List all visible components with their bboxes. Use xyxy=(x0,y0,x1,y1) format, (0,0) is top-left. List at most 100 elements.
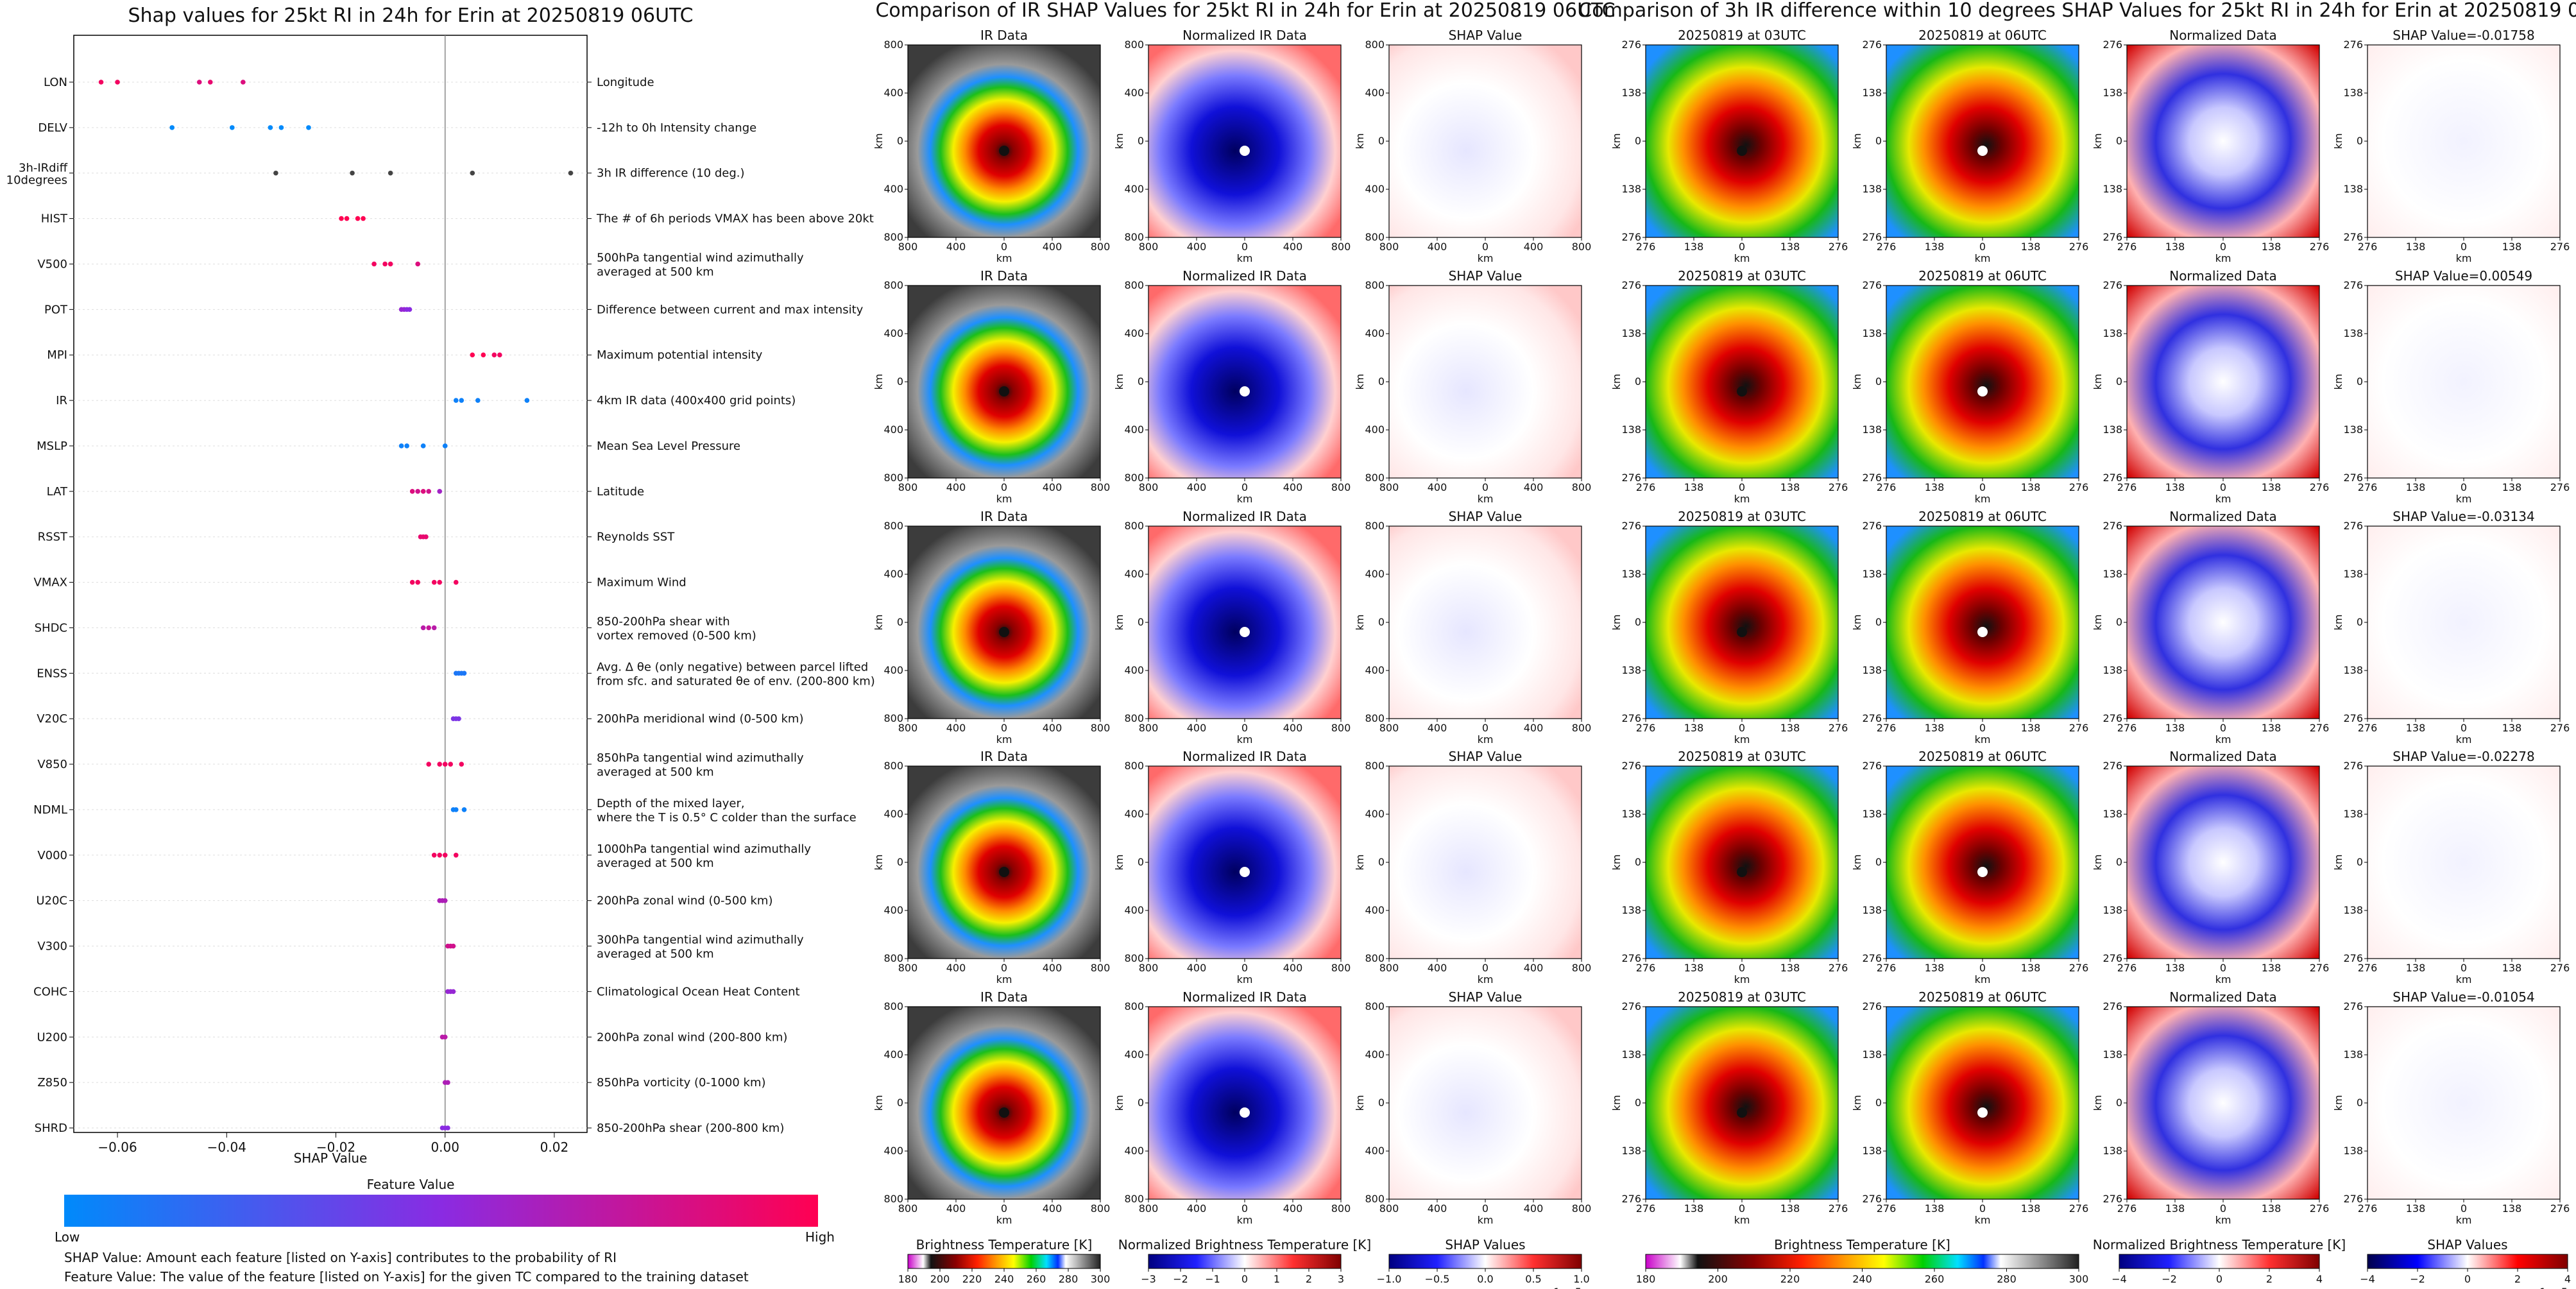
colorbar-tick-label: 2 xyxy=(1306,1273,1312,1285)
y-tick-label: 276 xyxy=(2343,712,2363,724)
map-image xyxy=(1886,45,2079,237)
shap-point xyxy=(442,443,448,448)
y-tick-label: 800 xyxy=(1124,952,1144,964)
x-tick-label: 400 xyxy=(1283,722,1303,734)
y-tick-label: 400 xyxy=(883,664,903,676)
x-axis-label: km xyxy=(2215,1214,2231,1226)
y-tick-label: 276 xyxy=(1862,1193,1882,1205)
x-tick-label: 138 xyxy=(1925,481,1945,493)
x-tick-label: 400 xyxy=(1187,241,1207,253)
x-tick-label: 138 xyxy=(1780,241,1800,253)
x-tick-label: 276 xyxy=(2550,241,2570,253)
map-image xyxy=(908,526,1100,719)
y-tick-label: 0 xyxy=(1378,135,1385,147)
x-axis-label: km xyxy=(1975,493,1991,505)
x-tick-label: 138 xyxy=(2021,1202,2041,1215)
shap-point xyxy=(409,489,415,494)
y-axis-label: km xyxy=(1610,1095,1623,1111)
x-tick-label: 800 xyxy=(1331,241,1351,253)
colorbar-tick-label: 2 xyxy=(2266,1273,2273,1285)
x-axis-label: km xyxy=(1478,1214,1494,1226)
x-axis-label: km xyxy=(996,493,1012,505)
y-axis-label: km xyxy=(2332,374,2344,390)
shap-point xyxy=(420,443,426,448)
x-tick-label: −0.06 xyxy=(98,1140,137,1155)
y-tick-label: 800 xyxy=(1124,38,1144,51)
x-tick-label: 138 xyxy=(2021,722,2041,734)
map-image xyxy=(2127,1007,2319,1199)
y-axis-label: km xyxy=(2092,855,2104,871)
colorbar-tick-label: 240 xyxy=(1852,1273,1872,1285)
x-tick-label: 276 xyxy=(2117,962,2137,974)
feature-description-line2: vortex removed (0-500 km) xyxy=(597,629,756,642)
y-tick-label: 138 xyxy=(1862,568,1882,580)
x-tick-label: 276 xyxy=(2117,1202,2137,1215)
x-tick-label: 800 xyxy=(1572,1202,1592,1215)
x-tick-label: 276 xyxy=(2117,722,2137,734)
panel-title: 20250819 at 03UTC xyxy=(1678,509,1806,524)
x-tick-label: 138 xyxy=(2262,241,2282,253)
y-tick-label: 276 xyxy=(1621,520,1641,532)
y-axis-label: km xyxy=(1851,855,1863,871)
x-tick-label: 0 xyxy=(1001,722,1007,734)
y-tick-label: 138 xyxy=(1862,423,1882,436)
y-tick-label: 0 xyxy=(1378,375,1385,388)
x-tick-label: 138 xyxy=(2406,241,2426,253)
y-axis-label: km xyxy=(1610,855,1623,871)
feature-description: Reynolds SST xyxy=(597,531,675,544)
y-tick-label: 276 xyxy=(2343,520,2363,532)
shap-point xyxy=(409,579,415,585)
y-axis-label: km xyxy=(1354,1095,1366,1111)
map-image xyxy=(1886,766,2079,959)
panel-title: 20250819 at 06UTC xyxy=(1918,509,2047,524)
x-axis-label: km xyxy=(1237,1214,1253,1226)
y-tick-label: 138 xyxy=(2343,327,2363,339)
x-tick-label: 800 xyxy=(1572,722,1592,734)
x-tick-label: 138 xyxy=(2502,1202,2522,1215)
x-tick-label: 0 xyxy=(1979,241,1986,253)
y-tick-label: 0 xyxy=(2357,375,2363,388)
y-tick-label: 138 xyxy=(1621,664,1641,676)
x-tick-label: 276 xyxy=(1829,481,1848,493)
x-tick-label: 276 xyxy=(2069,1202,2089,1215)
x-tick-label: 0 xyxy=(1482,241,1488,253)
y-tick-label: 276 xyxy=(2103,520,2122,532)
y-tick-label: 400 xyxy=(1365,664,1385,676)
y-tick-label: 276 xyxy=(2103,472,2122,484)
panel-title: IR Data xyxy=(980,989,1028,1005)
y-tick-label: 138 xyxy=(1621,327,1641,339)
y-tick-label: 0 xyxy=(2116,1097,2122,1109)
footnote-feature: Feature Value: The value of the feature … xyxy=(64,1269,749,1285)
y-tick-label: 138 xyxy=(1862,183,1882,195)
x-tick-label: 400 xyxy=(1187,722,1207,734)
x-tick-label: 400 xyxy=(1283,481,1303,493)
colorbar-offset: 1e−5 xyxy=(1553,1286,1582,1289)
x-axis-label: km xyxy=(996,973,1012,986)
map-image xyxy=(908,286,1100,478)
x-axis-label: km xyxy=(1975,733,1991,746)
x-tick-label: 800 xyxy=(1331,722,1351,734)
shap-point xyxy=(415,489,420,494)
x-axis-label: km xyxy=(2456,1214,2472,1226)
x-axis-label: km xyxy=(1734,252,1750,264)
colorbar-offset: 1e−5 xyxy=(2539,1286,2568,1289)
feature-label: IR xyxy=(56,394,67,407)
shap-point xyxy=(431,852,437,858)
colorbar-tick-label: 220 xyxy=(1780,1273,1800,1285)
colorbar-tick-label: −1 xyxy=(1205,1273,1220,1285)
x-tick-label: 0 xyxy=(1001,481,1007,493)
y-tick-label: 800 xyxy=(1124,1000,1144,1012)
y-tick-label: 276 xyxy=(1621,231,1641,243)
x-tick-label: 400 xyxy=(1187,1202,1207,1215)
y-tick-label: 0 xyxy=(897,375,903,388)
map-image xyxy=(1646,526,1838,719)
x-tick-label: 276 xyxy=(2069,481,2089,493)
feature-label-line2: 10degrees xyxy=(6,174,67,187)
colorbar-label: Normalized Brightness Temperature [K] xyxy=(1118,1237,1371,1252)
map-image xyxy=(908,45,1100,237)
y-tick-label: 276 xyxy=(1621,952,1641,964)
x-tick-label: 800 xyxy=(1139,1202,1159,1215)
